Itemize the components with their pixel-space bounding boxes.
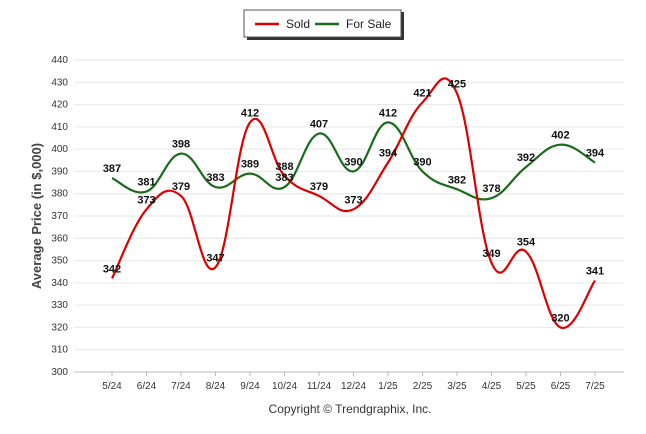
x-tick-label: 12/24 — [341, 381, 366, 392]
y-tick-label: 310 — [51, 345, 68, 356]
data-label-sold: 341 — [586, 266, 604, 278]
data-label-for-sale: 381 — [137, 176, 155, 188]
x-tick-label: 3/25 — [447, 381, 467, 392]
data-label-sold: 425 — [448, 78, 466, 90]
data-label-sold: 373 — [137, 194, 155, 206]
y-tick-label: 410 — [51, 122, 68, 133]
data-label-sold: 379 — [310, 181, 328, 193]
x-tick-label: 8/24 — [206, 381, 226, 392]
data-label-for-sale: 378 — [482, 183, 500, 195]
series-line-for-sale — [111, 121, 596, 201]
data-labels: 342 373 379 347 412 388 379 373 394 421 425 349 354 3… — [103, 78, 605, 324]
gridlines — [74, 59, 624, 373]
data-label-for-sale: 383 — [275, 172, 293, 184]
data-label-sold: 349 — [482, 248, 500, 260]
data-label-sold: 412 — [241, 107, 259, 119]
data-label-for-sale: 407 — [310, 119, 328, 131]
x-tick-label: 9/24 — [240, 381, 260, 392]
copyright-text: Copyright © Trendgraphix, Inc. — [269, 402, 432, 416]
x-tick-label: 6/24 — [137, 381, 157, 392]
y-axis-title: Average Price (in $,000) — [29, 143, 44, 289]
x-tick-labels: 5/24 6/24 7/24 8/24 9/24 10/24 11/24 12/24 1/25 2… — [102, 372, 605, 392]
series-lines — [111, 77, 596, 329]
x-tick-label: 7/24 — [171, 381, 191, 392]
y-tick-label: 330 — [51, 300, 68, 311]
x-tick-label: 1/25 — [378, 381, 398, 392]
series-line-sold — [111, 77, 596, 329]
y-tick-label: 320 — [51, 322, 68, 333]
x-tick-label: 5/25 — [516, 381, 536, 392]
x-tick-label: 10/24 — [272, 381, 297, 392]
x-tick-label: 7/25 — [585, 381, 605, 392]
x-tick-label: 6/25 — [551, 381, 571, 392]
data-label-sold: 379 — [172, 181, 190, 193]
data-label-sold: 421 — [413, 87, 431, 99]
legend-label-for-sale: For Sale — [346, 17, 392, 31]
y-tick-label: 390 — [51, 166, 68, 177]
y-tick-label: 350 — [51, 256, 68, 267]
x-tick-label: 4/25 — [482, 381, 502, 392]
legend: Sold For Sale — [243, 9, 404, 40]
x-tick-label: 2/25 — [413, 381, 433, 392]
data-label-for-sale: 394 — [586, 148, 605, 160]
y-tick-label: 340 — [51, 278, 68, 289]
data-label-for-sale: 389 — [241, 159, 259, 171]
legend-label-sold: Sold — [286, 17, 310, 31]
data-label-for-sale: 390 — [344, 156, 362, 168]
data-label-sold: 354 — [517, 237, 536, 249]
data-label-for-sale: 383 — [206, 172, 224, 184]
y-tick-label: 420 — [51, 100, 68, 111]
data-label-for-sale: 387 — [103, 163, 121, 175]
data-label-for-sale: 398 — [172, 139, 190, 151]
data-label-sold: 373 — [344, 194, 362, 206]
y-tick-label: 440 — [51, 55, 68, 66]
y-tick-label: 300 — [51, 367, 68, 378]
data-label-for-sale: 392 — [517, 152, 535, 164]
y-tick-label: 430 — [51, 77, 68, 88]
data-label-sold: 388 — [275, 161, 293, 173]
data-label-sold: 347 — [206, 252, 224, 264]
y-tick-label: 360 — [51, 233, 68, 244]
x-tick-label: 11/24 — [307, 381, 332, 392]
y-tick-label: 380 — [51, 189, 68, 200]
y-tick-label: 370 — [51, 211, 68, 222]
y-tick-labels: 300 310 320 330 340 350 360 370 380 390 400 410 420 4… — [51, 55, 68, 378]
data-label-sold: 320 — [551, 312, 569, 324]
y-tick-label: 400 — [51, 144, 68, 155]
data-label-for-sale: 390 — [413, 156, 431, 168]
data-label-sold: 342 — [103, 263, 121, 275]
data-label-for-sale: 382 — [448, 174, 466, 186]
data-label-for-sale: 412 — [379, 107, 397, 119]
data-label-for-sale: 402 — [551, 130, 569, 142]
data-label-sold: 394 — [379, 148, 398, 160]
x-tick-label: 5/24 — [102, 381, 122, 392]
